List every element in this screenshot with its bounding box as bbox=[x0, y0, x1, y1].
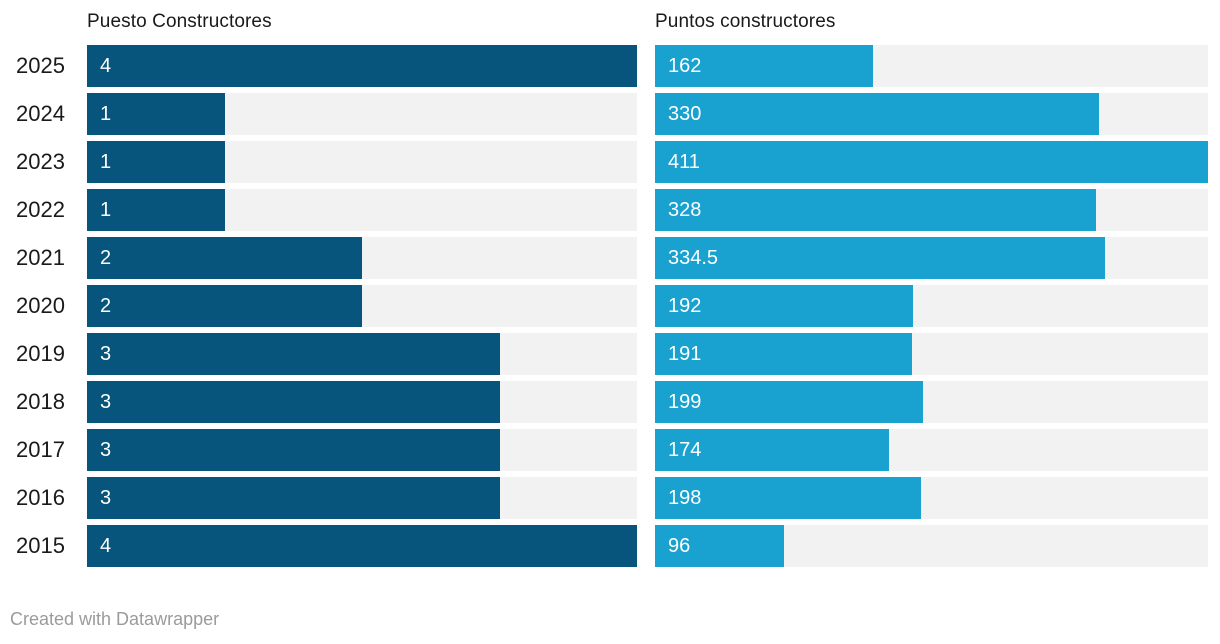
puntos-bar bbox=[655, 285, 914, 327]
puesto-value-label: 4 bbox=[100, 55, 112, 77]
puesto-value-label: 1 bbox=[100, 103, 112, 125]
puesto-bar-track: 4 bbox=[87, 525, 637, 567]
puntos-value-label: 330 bbox=[668, 103, 702, 125]
puntos-bar bbox=[655, 237, 1106, 279]
puesto-bar bbox=[87, 189, 225, 231]
chart-rows-container: 2025 4 162 2024 1 330 2023 1 411 2022 1 328 2021 2 334… bbox=[0, 45, 1220, 567]
puesto-value-label: 4 bbox=[100, 535, 112, 557]
puesto-bar bbox=[87, 381, 500, 423]
puntos-bar bbox=[655, 477, 922, 519]
puntos-value-label: 328 bbox=[668, 199, 702, 221]
puntos-value-label: 192 bbox=[668, 295, 702, 317]
puntos-bar-track: 198 bbox=[655, 477, 1208, 519]
puntos-value-label: 199 bbox=[668, 391, 702, 413]
puesto-bar bbox=[87, 237, 362, 279]
puntos-bar-track: 328 bbox=[655, 189, 1208, 231]
puntos-bar bbox=[655, 525, 785, 567]
puntos-bar-track: 199 bbox=[655, 381, 1208, 423]
puesto-bar-track: 3 bbox=[87, 477, 637, 519]
puntos-bar-track: 411 bbox=[655, 141, 1208, 183]
puesto-bar bbox=[87, 45, 637, 87]
puesto-value-label: 1 bbox=[100, 151, 112, 173]
puntos-bar bbox=[655, 141, 1208, 183]
puntos-bar bbox=[655, 381, 923, 423]
puntos-bar-track: 192 bbox=[655, 285, 1208, 327]
puntos-bar bbox=[655, 333, 912, 375]
puesto-bar bbox=[87, 141, 225, 183]
puesto-bar bbox=[87, 429, 500, 471]
puesto-bar bbox=[87, 285, 362, 327]
chart-row: 2022 1 328 bbox=[0, 189, 1220, 231]
year-label: 2025 bbox=[16, 53, 65, 78]
year-label: 2016 bbox=[16, 485, 65, 510]
puesto-bar-track: 3 bbox=[87, 333, 637, 375]
puesto-value-label: 2 bbox=[100, 247, 112, 269]
puntos-value-label: 96 bbox=[668, 535, 691, 557]
puntos-value-label: 162 bbox=[668, 55, 702, 77]
puntos-bar-track: 191 bbox=[655, 333, 1208, 375]
puesto-bar-track: 2 bbox=[87, 285, 637, 327]
puesto-bar bbox=[87, 525, 637, 567]
puesto-bar-track: 1 bbox=[87, 141, 637, 183]
chart-row: 2018 3 199 bbox=[0, 381, 1220, 423]
puntos-bar bbox=[655, 93, 1099, 135]
puesto-value-label: 3 bbox=[100, 343, 112, 365]
puesto-bar-track: 1 bbox=[87, 93, 637, 135]
chart-row: 2019 3 191 bbox=[0, 333, 1220, 375]
puntos-bar-track: 174 bbox=[655, 429, 1208, 471]
puesto-bar bbox=[87, 93, 225, 135]
year-label: 2023 bbox=[16, 149, 65, 174]
puesto-value-label: 3 bbox=[100, 391, 112, 413]
puntos-value-label: 174 bbox=[668, 439, 702, 461]
puntos-value-label: 198 bbox=[668, 487, 702, 509]
puesto-bar-track: 2 bbox=[87, 237, 637, 279]
puesto-bar bbox=[87, 477, 500, 519]
puesto-value-label: 1 bbox=[100, 199, 112, 221]
puntos-bar bbox=[655, 429, 890, 471]
year-label: 2017 bbox=[16, 437, 65, 462]
puntos-bar-track: 162 bbox=[655, 45, 1208, 87]
puntos-bar-track: 334.5 bbox=[655, 237, 1208, 279]
puntos-value-label: 334.5 bbox=[668, 247, 719, 269]
chart-row: 2020 2 192 bbox=[0, 285, 1220, 327]
puntos-bar bbox=[655, 45, 873, 87]
puntos-value-label: 411 bbox=[668, 151, 700, 173]
puesto-bar-track: 4 bbox=[87, 45, 637, 87]
year-label: 2024 bbox=[16, 101, 65, 126]
year-label: 2015 bbox=[16, 533, 65, 558]
puntos-value-label: 191 bbox=[668, 343, 702, 365]
chart-row: 2025 4 162 bbox=[0, 45, 1220, 87]
puesto-value-label: 3 bbox=[100, 439, 112, 461]
puesto-value-label: 2 bbox=[100, 295, 112, 317]
chart-row: 2016 3 198 bbox=[0, 477, 1220, 519]
chart-row: 2015 4 96 bbox=[0, 525, 1220, 567]
chart-row: 2017 3 174 bbox=[0, 429, 1220, 471]
puesto-bar-track: 1 bbox=[87, 189, 637, 231]
chart-row: 2023 1 411 bbox=[0, 141, 1220, 183]
puntos-bar-track: 96 bbox=[655, 525, 1208, 567]
year-label: 2018 bbox=[16, 389, 65, 414]
puesto-bar bbox=[87, 333, 500, 375]
year-label: 2022 bbox=[16, 197, 65, 222]
year-label: 2020 bbox=[16, 293, 65, 318]
puesto-bar-track: 3 bbox=[87, 381, 637, 423]
puntos-bar bbox=[655, 189, 1097, 231]
year-label: 2019 bbox=[16, 341, 65, 366]
puesto-bar-track: 3 bbox=[87, 429, 637, 471]
column-headers: Puesto Constructores Puntos constructore… bbox=[0, 0, 1220, 45]
chart-row: 2021 2 334.5 bbox=[0, 237, 1220, 279]
attribution-text: Created with Datawrapper bbox=[10, 609, 220, 629]
puesto-value-label: 3 bbox=[100, 487, 112, 509]
right-column-header: Puntos constructores bbox=[655, 11, 836, 32]
year-label: 2021 bbox=[16, 245, 65, 270]
chart-row: 2024 1 330 bbox=[0, 93, 1220, 135]
left-column-header: Puesto Constructores bbox=[87, 11, 272, 32]
puntos-bar-track: 330 bbox=[655, 93, 1208, 135]
